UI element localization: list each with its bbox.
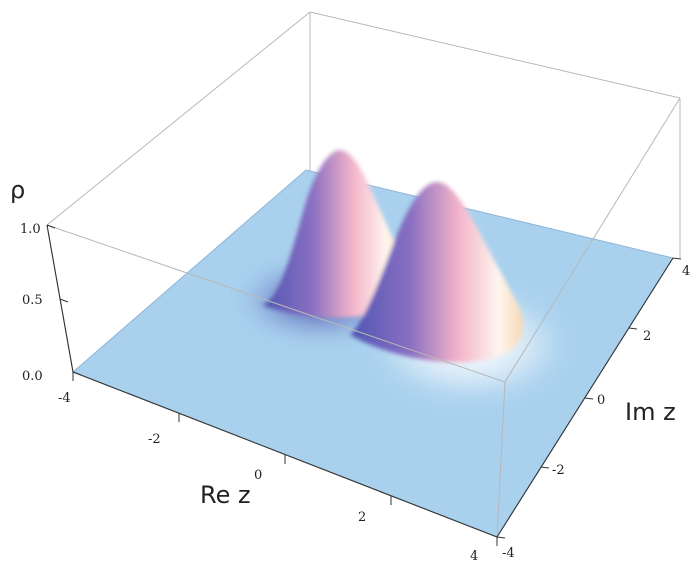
z-tick-label: 0.0 [22, 369, 43, 384]
x-tick-label: -2 [148, 432, 161, 447]
y-axis-title: Im z [625, 398, 676, 426]
z-tick-label: 0.5 [22, 293, 43, 308]
surface-peaks [262, 150, 524, 363]
z-tick-label: 1.0 [20, 222, 41, 237]
z-axis-ticks [46, 224, 82, 376]
y-tick-label: 2 [643, 329, 651, 344]
bounding-box-back [46, 11, 681, 258]
z-axis-title: ρ [10, 176, 25, 204]
y-tick-label: 4 [682, 264, 690, 279]
x-axis-title: Re z [200, 481, 251, 509]
x-tick-label: -4 [58, 391, 71, 406]
x-tick-label: 0 [254, 468, 262, 483]
x-axis-ticks [72, 372, 498, 546]
y-tick-label: -4 [502, 546, 515, 561]
y-tick-label: 0 [597, 393, 605, 408]
x-tick-label: 2 [358, 510, 366, 525]
y-tick-label: -2 [552, 463, 565, 478]
x-tick-label: 4 [470, 549, 478, 564]
y-axis-ticks [496, 257, 682, 539]
peak-left [262, 150, 407, 318]
axes [46, 224, 674, 538]
peak-right [350, 182, 524, 363]
